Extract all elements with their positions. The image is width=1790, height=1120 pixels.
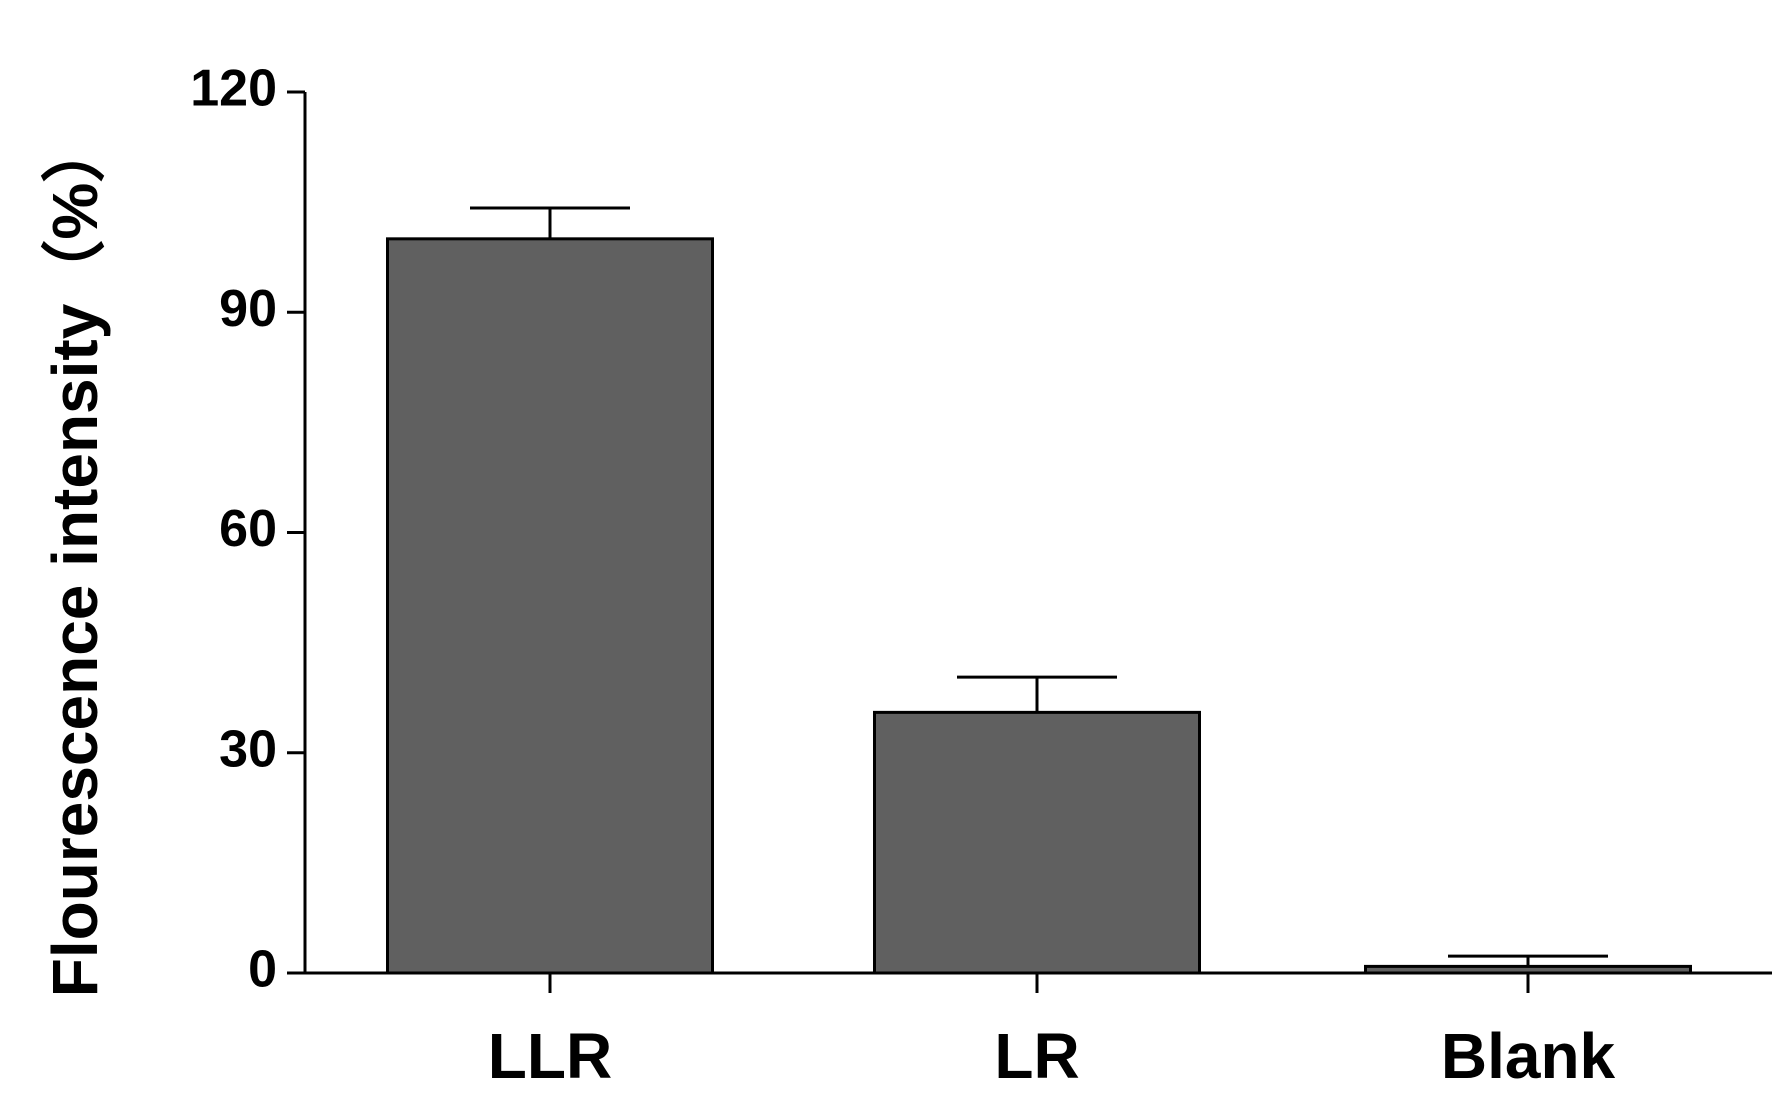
x-tick-label: LLR [488,1020,612,1092]
x-tick-label: Blank [1441,1020,1616,1092]
bar [1364,964,1692,975]
bar [386,237,714,975]
y-tick-label: 120 [190,60,277,118]
y-tick-label: 90 [219,280,277,338]
y-tick-label: 30 [219,720,277,778]
y-axis-label: Flourescence intensity（%） [39,119,111,997]
bar [873,710,1201,975]
y-tick-label: 0 [248,941,277,999]
y-tick-label: 60 [219,500,277,558]
x-tick-label: LR [994,1020,1079,1092]
